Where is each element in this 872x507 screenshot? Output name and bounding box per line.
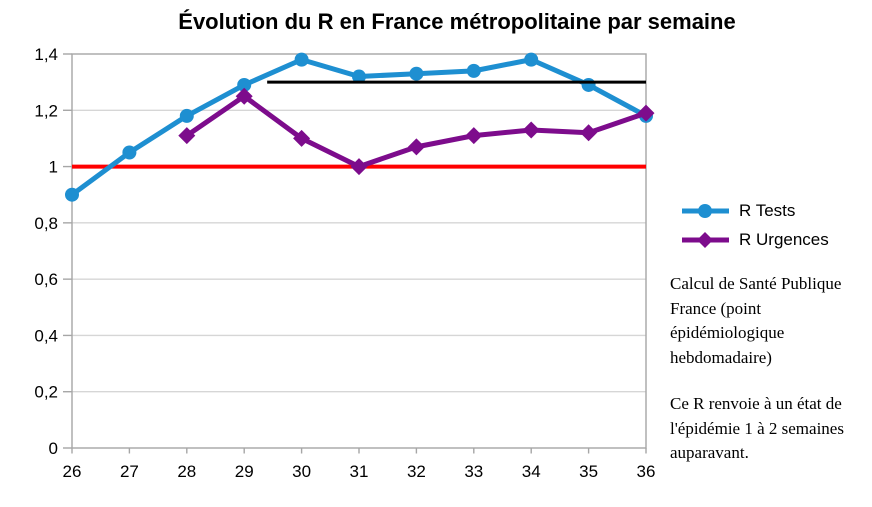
data-point-circle-r-tests	[122, 145, 137, 160]
data-point-circle-r-tests	[524, 52, 539, 67]
data-point-circle-r-tests	[65, 187, 79, 202]
data-point-circle-r-tests	[409, 66, 424, 81]
data-point-circle-r-tests	[294, 52, 309, 67]
y-tick-label: 0,4	[34, 326, 58, 345]
x-tick-label: 32	[407, 462, 426, 481]
data-point-diamond-r-urgences	[293, 129, 311, 147]
x-tick-label: 31	[350, 462, 369, 481]
data-point-diamond-r-urgences	[178, 127, 196, 145]
x-tick-label: 35	[579, 462, 598, 481]
series-line-r-urgences	[184, 93, 649, 170]
data-point-diamond-r-urgences	[522, 121, 540, 139]
y-tick-label: 1,4	[34, 45, 58, 64]
y-tick-label: 1	[49, 158, 58, 177]
data-point-diamond-r-urgences	[235, 87, 253, 105]
y-tick-label: 1,2	[34, 101, 58, 120]
x-tick-label: 28	[177, 462, 196, 481]
legend-label-r-tests: R Tests	[739, 201, 796, 220]
data-point-diamond-r-urgences	[637, 104, 655, 122]
legend-item-r-urgences: R Urgences	[681, 225, 829, 254]
x-tick-label: 34	[522, 462, 541, 481]
x-tick-label: 26	[63, 462, 82, 481]
legend-label-r-urgences: R Urgences	[739, 230, 829, 249]
data-point-circle-r-tests	[581, 77, 596, 92]
annotation-source: Calcul de Santé Publique France (point é…	[670, 274, 842, 367]
y-tick-label: 0,2	[34, 383, 58, 402]
y-tick-label: 0,6	[34, 270, 58, 289]
r-tests-line-circle-icon	[682, 203, 729, 218]
legend-item-r-tests: R Tests	[681, 196, 829, 225]
data-point-circle-r-tests	[352, 69, 366, 84]
annotation-note: Ce R renvoie à un état de l'épidémie 1 à…	[670, 394, 844, 462]
data-point-circle-r-tests	[466, 63, 481, 78]
legend: R Tests R Urgences	[681, 196, 829, 254]
data-point-circle-r-tests	[179, 108, 194, 123]
x-tick-label: 29	[235, 462, 254, 481]
data-point-diamond-r-urgences	[407, 138, 425, 156]
plot-border	[71, 53, 647, 449]
data-point-diamond-r-urgences	[350, 158, 368, 176]
chart-title: Évolution du R en France métropolitaine …	[178, 9, 736, 34]
data-point-diamond-r-urgences	[465, 127, 483, 145]
y-tick-label: 0	[49, 439, 58, 458]
y-tick-label: 0,8	[34, 214, 58, 233]
x-tick-label: 27	[120, 462, 139, 481]
x-tick-label: 30	[292, 462, 311, 481]
x-tick-label: 36	[637, 462, 656, 481]
data-point-diamond-r-urgences	[580, 124, 598, 142]
data-point-circle-r-tests	[237, 77, 252, 92]
x-tick-label: 33	[464, 462, 483, 481]
r-urgences-line-diamond-icon	[682, 231, 729, 248]
